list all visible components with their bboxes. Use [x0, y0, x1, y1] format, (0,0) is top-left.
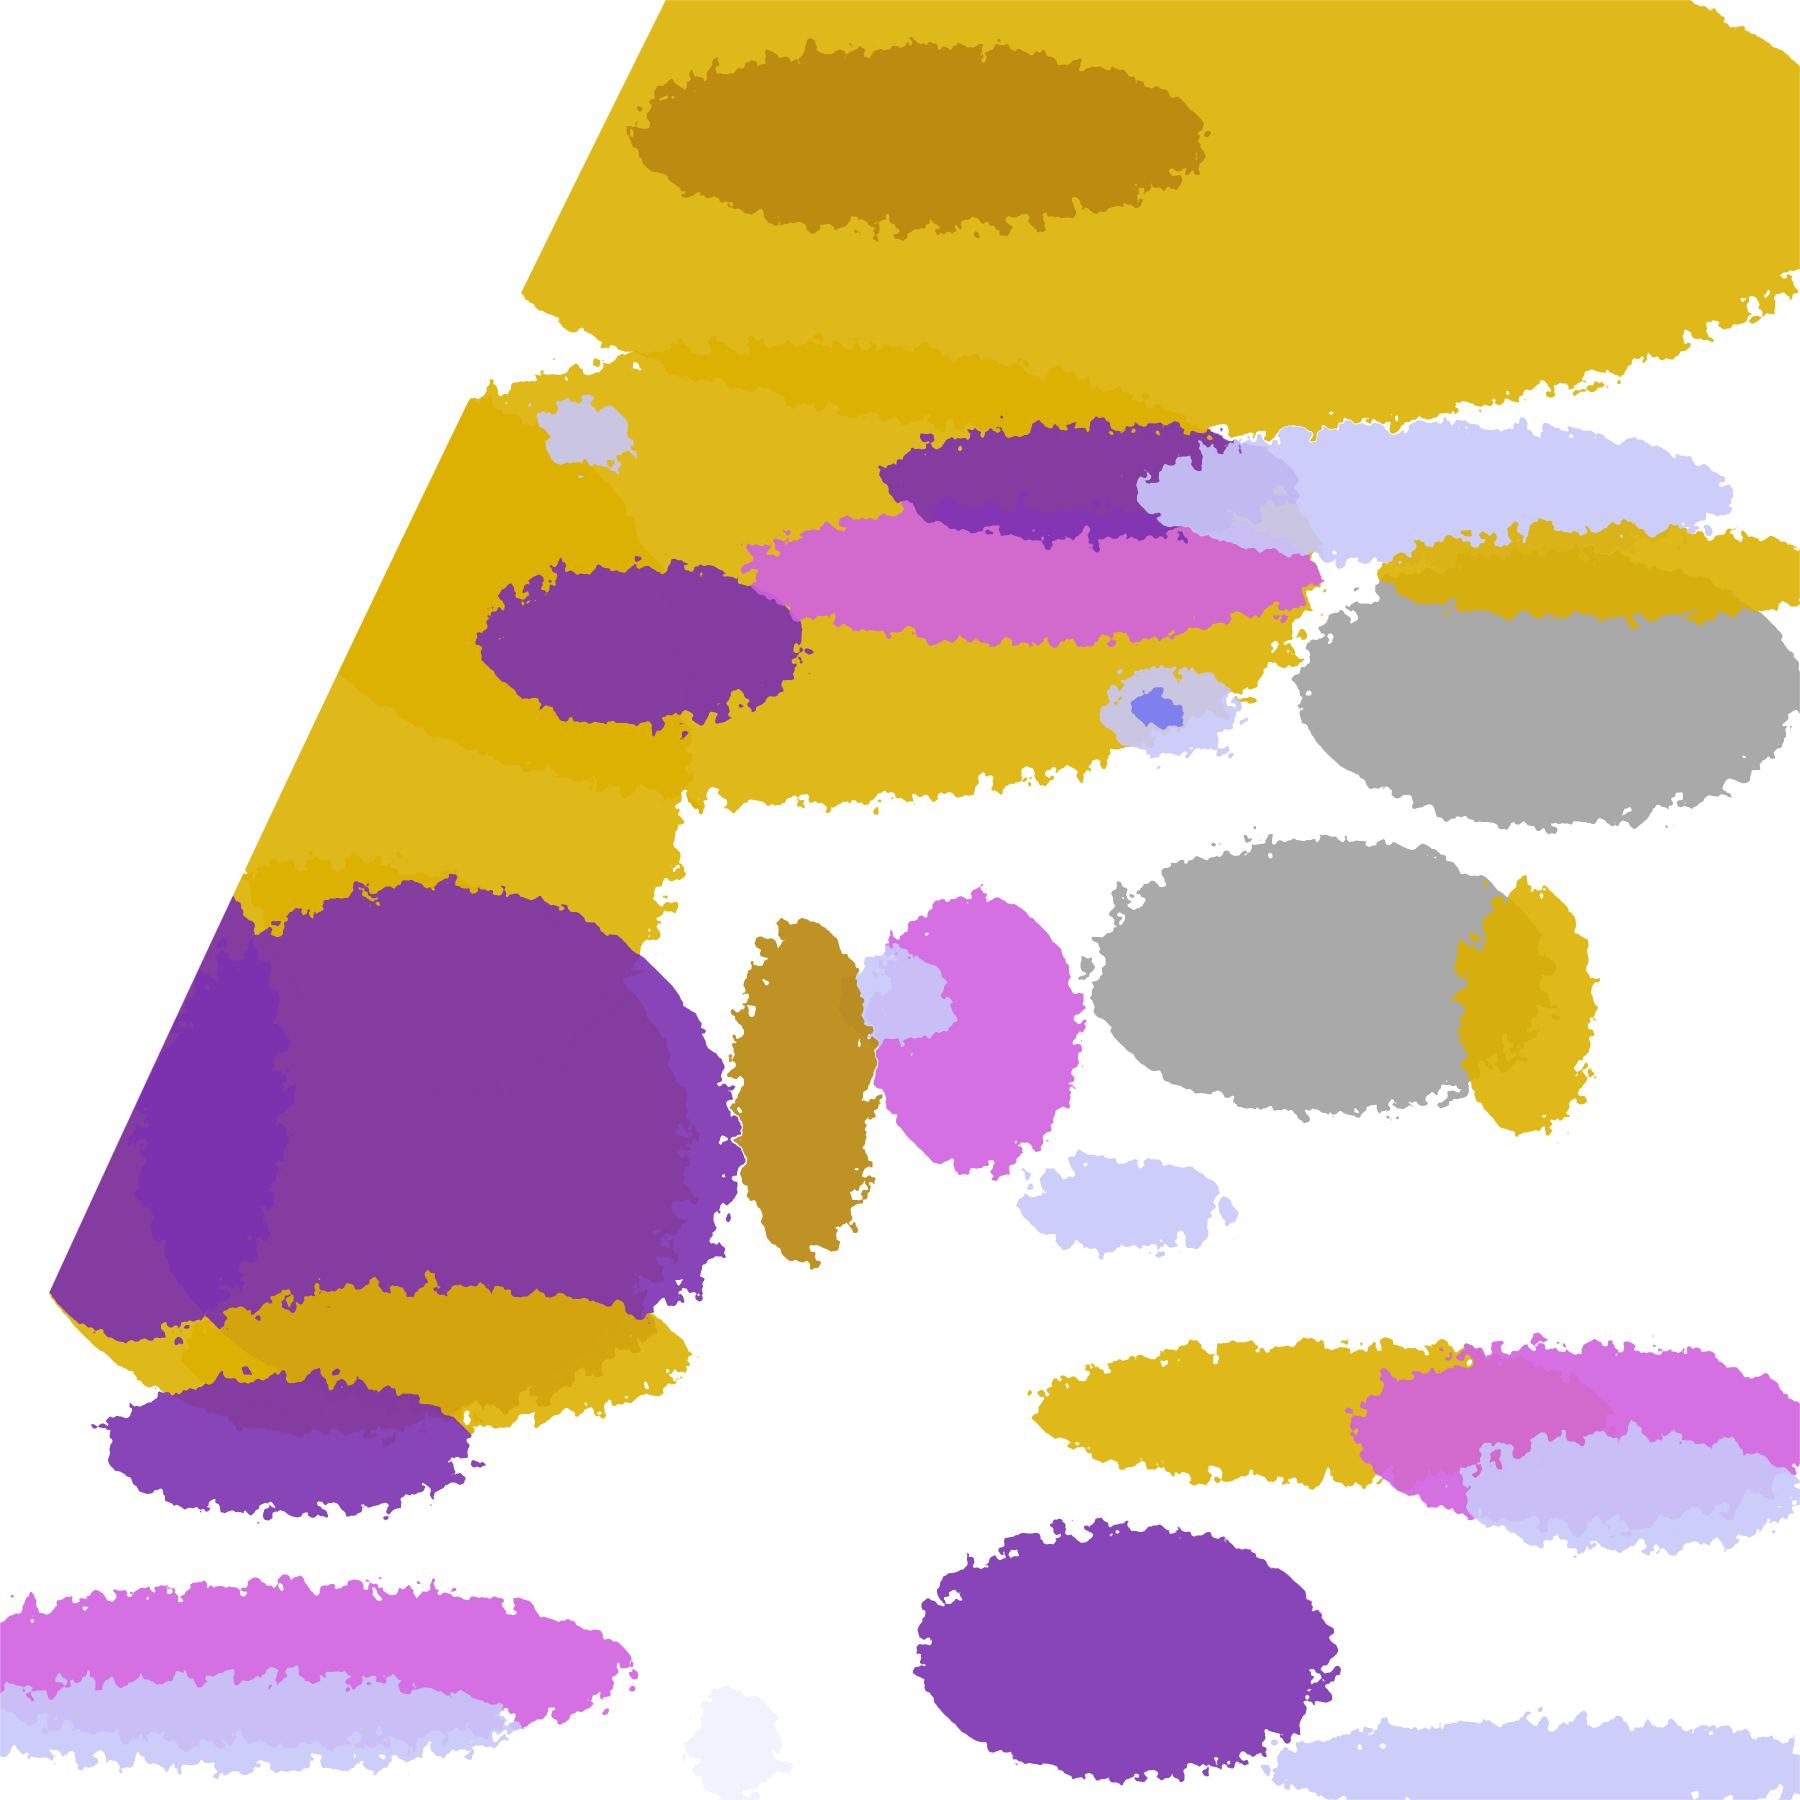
cloud-region-purple [137, 883, 735, 1412]
cloud-region-gold [1457, 883, 1596, 1137]
cloud-region-lavender [838, 952, 953, 1045]
cloud-region-lavender [1136, 424, 1734, 563]
cloud-region-purple [103, 1377, 471, 1516]
cloud-region-lavender [0, 1676, 517, 1768]
cloud-region-lavender [1457, 1434, 1800, 1550]
cloud-region-lavender [1262, 1721, 1800, 1800]
cloud-region-pale [688, 1687, 781, 1800]
cloud-region-purple [918, 1526, 1332, 1780]
cloud-region-dark-gold [734, 918, 873, 1263]
cloud-region-magenta [746, 505, 1321, 643]
cloud-region-purple [482, 562, 804, 724]
cloud-region-dark-gold [631, 45, 1206, 230]
cloud-region-blue [1136, 694, 1183, 729]
cloud-region-gray [1297, 551, 1800, 827]
cloud-region-lavender [1021, 1159, 1229, 1252]
cloud-region-gold [1377, 528, 1800, 620]
cloud-region-gray [1090, 838, 1550, 1114]
cloud-region-lavender [539, 401, 632, 471]
